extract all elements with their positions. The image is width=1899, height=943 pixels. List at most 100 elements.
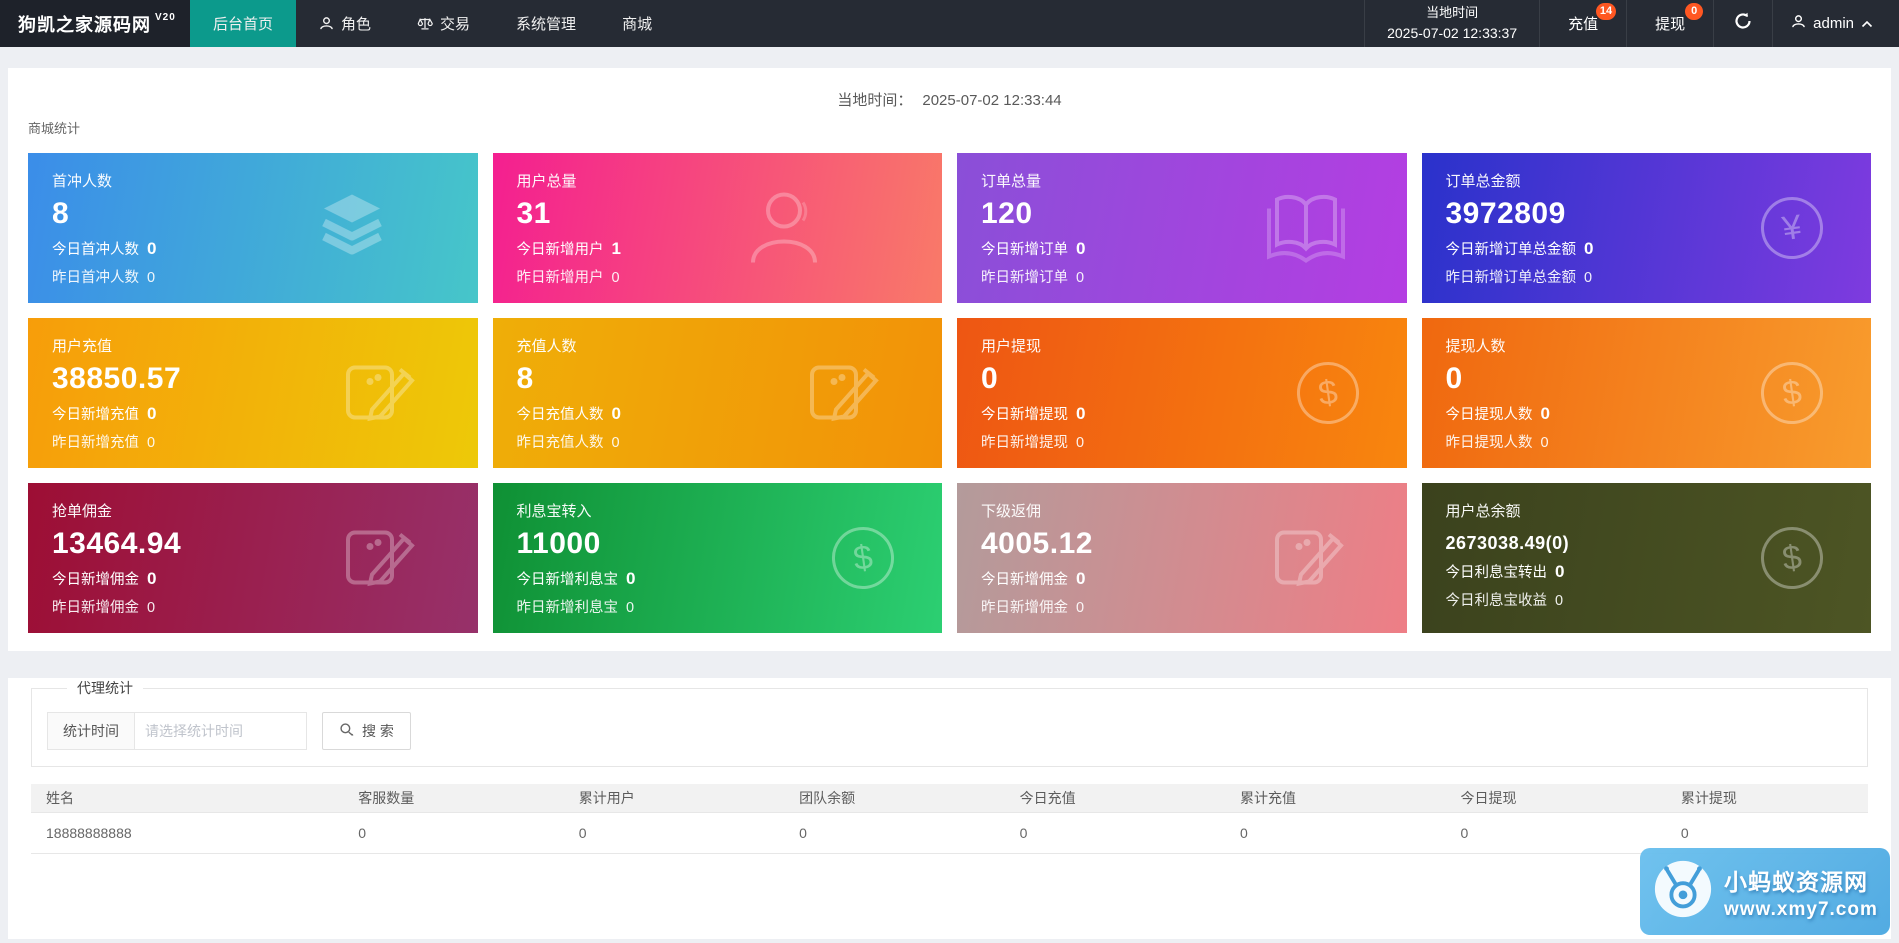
stat-line-value: 0 bbox=[147, 239, 157, 258]
cell-total-recharge: 0 bbox=[1225, 812, 1446, 854]
user-icon bbox=[319, 16, 334, 31]
cell-total-withdraw: 0 bbox=[1665, 812, 1868, 854]
stat-card-order-commission: 抢单佣金 13464.94 今日新增佣金 0 昨日新增佣金 0 bbox=[28, 483, 478, 633]
stat-line-label: 今日新增提现 bbox=[981, 407, 1068, 423]
stat-line-label: 昨日首冲人数 bbox=[52, 270, 139, 286]
withdraw-button[interactable]: 提现 0 bbox=[1626, 0, 1713, 47]
stat-line-label: 今日利息宝收益 bbox=[1445, 593, 1548, 609]
stat-line-value: 0 bbox=[611, 404, 621, 423]
stat-card-title: 抢单佣金 bbox=[52, 503, 113, 520]
agent-panel: 代理统计 统计时间 搜 索 姓名 客服数量 累计用户 团队余额 今日充值 累计充… bbox=[8, 678, 1891, 939]
cell-service-count: 0 bbox=[343, 812, 564, 854]
stat-card-total-orders: 订单总量 120 今日新增订单 0 昨日新增订单 0 bbox=[957, 153, 1407, 303]
menu-item-system[interactable]: 系统管理 bbox=[493, 0, 599, 47]
search-button[interactable]: 搜 索 bbox=[322, 712, 411, 750]
local-time-block: 当地时间 2025-07-02 12:33:37 bbox=[1364, 0, 1539, 47]
stat-line-value: 0 bbox=[1076, 569, 1086, 588]
stat-card-value: 8 bbox=[516, 362, 534, 395]
stat-card-first-recharge-users: 首冲人数 8 今日首冲人数 0 昨日首冲人数 0 bbox=[28, 153, 478, 303]
chevron-up-icon bbox=[1861, 15, 1873, 32]
stat-line-label: 今日新增订单总金额 bbox=[1445, 242, 1577, 258]
stat-line-value: 0 bbox=[1540, 435, 1549, 451]
col-header-total-users: 累计用户 bbox=[563, 784, 785, 813]
recharge-button[interactable]: 充值 14 bbox=[1539, 0, 1626, 47]
table-header-row: 姓名 客服数量 累计用户 团队余额 今日充值 累计充值 今日提现 累计提现 bbox=[31, 784, 1868, 813]
doc-edit-icon bbox=[344, 356, 418, 431]
col-header-today-withdraw: 今日提现 bbox=[1445, 784, 1666, 813]
stat-time-input[interactable] bbox=[135, 712, 307, 750]
doc-edit-icon bbox=[344, 521, 418, 596]
user-menu[interactable]: admin bbox=[1772, 0, 1899, 47]
stat-card-total-users: 用户总量 31 今日新增用户 1 昨日新增用户 0 bbox=[492, 153, 942, 303]
stat-line-label: 今日充值人数 bbox=[516, 407, 604, 423]
col-header-team-balance: 团队余额 bbox=[784, 784, 1005, 813]
yen-circle-icon: ¥ bbox=[1756, 192, 1828, 264]
stat-card-value: 8 bbox=[52, 197, 70, 230]
stat-card-user-withdraw: 用户提现 0 今日新增提现 0 昨日新增提现 0 $ bbox=[957, 318, 1407, 468]
stat-line-value: 0 bbox=[626, 569, 636, 588]
stat-card-recharge-users: 充值人数 8 今日充值人数 0 昨日充值人数 0 bbox=[492, 318, 942, 468]
stat-card-value: 0 bbox=[981, 362, 999, 395]
cell-total-users: 0 bbox=[563, 812, 785, 854]
menu-item-dashboard[interactable]: 后台首页 bbox=[190, 0, 297, 47]
doc-edit-icon bbox=[808, 356, 882, 431]
stat-card-value: 120 bbox=[981, 197, 1033, 230]
user-icon bbox=[741, 183, 827, 274]
table-row: 18888888888 0 0 0 0 0 0 0 bbox=[31, 812, 1868, 854]
stat-line-label: 昨日新增提现 bbox=[981, 435, 1068, 451]
local-time-value: 2025-07-02 12:33:37 bbox=[1387, 24, 1518, 41]
menu-item-trade[interactable]: 交易 bbox=[394, 0, 493, 47]
navbar-right: 当地时间 2025-07-02 12:33:37 充值 14 提现 0 admi… bbox=[1364, 0, 1899, 47]
col-header-service-count: 客服数量 bbox=[343, 784, 564, 813]
stat-card-user-recharge: 用户充值 38850.57 今日新增充值 0 昨日新增充值 0 bbox=[28, 318, 478, 468]
section-title-mall-stats: 商城统计 bbox=[28, 121, 81, 136]
app-logo-text: 狗凯之家源码网 bbox=[18, 14, 151, 35]
stat-card-total-user-balance: 用户总余额 2673038.49(0) 今日利息宝转出 0 今日利息宝收益 0 $ bbox=[1421, 483, 1871, 633]
stat-line-label: 昨日新增佣金 bbox=[52, 600, 139, 616]
main-menu: 后台首页 角色 交易 系统管理 商城 bbox=[190, 0, 675, 47]
scales-icon bbox=[417, 16, 433, 31]
stat-card-title: 首冲人数 bbox=[52, 173, 113, 190]
refresh-button[interactable] bbox=[1713, 0, 1772, 47]
stat-line-label: 今日新增佣金 bbox=[981, 572, 1068, 588]
col-header-name: 姓名 bbox=[31, 784, 344, 813]
agent-table: 姓名 客服数量 累计用户 团队余额 今日充值 累计充值 今日提现 累计提现 18… bbox=[31, 784, 1868, 854]
stat-line-label: 昨日新增用户 bbox=[516, 270, 604, 286]
section-title-agent-stats: 代理统计 bbox=[77, 680, 133, 696]
app-logo-version: V20 bbox=[155, 12, 176, 23]
stat-line-label: 昨日充值人数 bbox=[516, 435, 604, 451]
stat-line-value: 0 bbox=[611, 270, 620, 286]
ant-logo-icon bbox=[1652, 858, 1714, 925]
stat-card-title: 用户总余额 bbox=[1445, 503, 1521, 520]
search-icon bbox=[339, 722, 354, 740]
stat-card-value: 13464.94 bbox=[52, 527, 182, 560]
stat-line-value: 0 bbox=[147, 435, 156, 451]
book-open-icon bbox=[1265, 187, 1347, 270]
menu-item-label: 系统管理 bbox=[516, 16, 577, 33]
recharge-badge: 14 bbox=[1595, 3, 1617, 20]
stat-card-value: 31 bbox=[516, 197, 551, 230]
stat-card-title: 利息宝转入 bbox=[516, 503, 592, 520]
menu-item-label: 角色 bbox=[341, 16, 372, 33]
stat-line-value: 0 bbox=[1076, 404, 1086, 423]
page-local-time: 当地时间： 2025-07-02 12:33:44 bbox=[8, 68, 1891, 110]
stat-time-label: 统计时间 bbox=[47, 712, 135, 750]
stat-line-value: 0 bbox=[626, 600, 635, 616]
stat-line-value: 0 bbox=[147, 600, 156, 616]
user-avatar-icon bbox=[1791, 14, 1806, 33]
stat-line-label: 昨日新增订单 bbox=[981, 270, 1068, 286]
menu-item-label: 交易 bbox=[440, 16, 471, 33]
menu-item-label: 后台首页 bbox=[213, 16, 274, 33]
stat-card-total-order-amount: 订单总金额 3972809 今日新增订单总金额 0 昨日新增订单总金额 0 ¥ bbox=[1421, 153, 1871, 303]
stat-line-value: 0 bbox=[147, 569, 157, 588]
stat-card-withdraw-users: 提现人数 0 今日提现人数 0 昨日提现人数 0 $ bbox=[1421, 318, 1871, 468]
stat-line-value: 0 bbox=[1540, 404, 1550, 423]
menu-item-mall[interactable]: 商城 bbox=[599, 0, 675, 47]
menu-item-roles[interactable]: 角色 bbox=[296, 0, 394, 47]
stat-line-label: 今日新增用户 bbox=[516, 242, 604, 258]
local-time-label: 当地时间 bbox=[1426, 4, 1479, 20]
stat-line-label: 昨日新增佣金 bbox=[981, 600, 1068, 616]
search-button-label: 搜 索 bbox=[362, 723, 394, 739]
username: admin bbox=[1813, 15, 1854, 32]
stat-line-value: 0 bbox=[1584, 270, 1593, 286]
